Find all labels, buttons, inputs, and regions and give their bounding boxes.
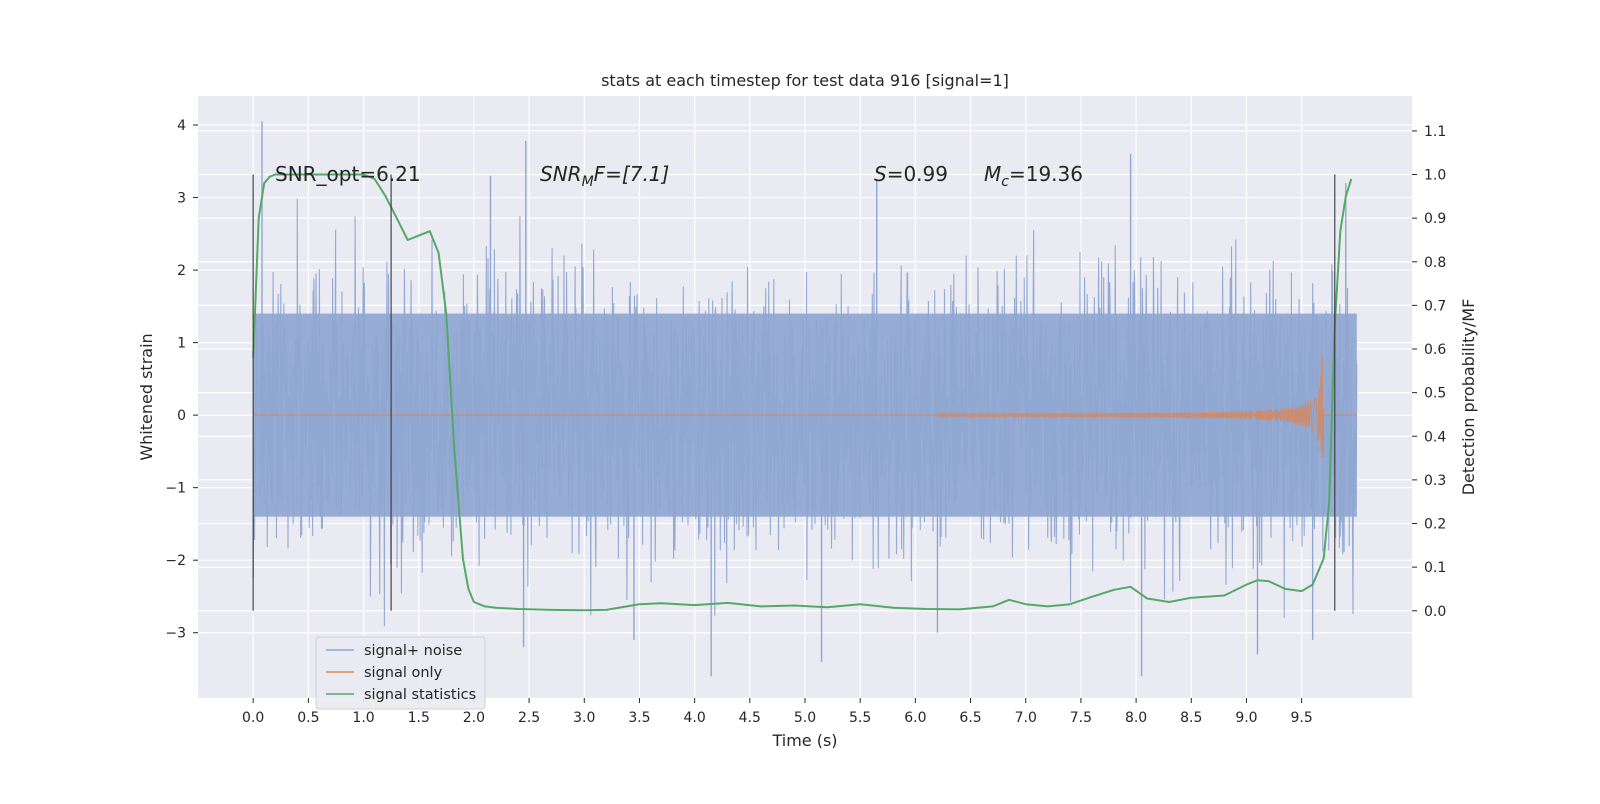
y-right-tick-labels: 1.1 1.0 0.9 0.8 0.7 0.6 0.5 0.4 0.3 0.2 0.1 0.0 xyxy=(1412,124,1446,620)
mc-value: =19.36 xyxy=(1009,162,1083,186)
annotation-mc: Mc=19.36 xyxy=(984,162,1083,190)
x-tick-label: 6.0 xyxy=(904,710,926,726)
y-right-tick-label: 0.6 xyxy=(1424,342,1446,358)
signal-statistics-line xyxy=(252,173,1353,612)
y-left-tick-labels: 4 3 2 1 0 −1 −2 −3 xyxy=(165,118,198,642)
signal-noise-trace xyxy=(252,198,1358,627)
legend: signal+ noise signal only signal statist… xyxy=(315,636,486,710)
chart-title: stats at each timestep for test data 916… xyxy=(601,71,1009,90)
y-axis-left-label: Whitened strain xyxy=(137,333,156,460)
y-right-tick-label: 0.8 xyxy=(1424,255,1446,271)
y-right-tick-label: 0.7 xyxy=(1424,298,1446,314)
s-symbol: S xyxy=(874,162,887,186)
legend-label-signal-only: signal only xyxy=(364,665,443,681)
x-tick-label: 7.5 xyxy=(1070,710,1092,726)
x-tick-label: 6.5 xyxy=(959,710,981,726)
y-right-tick-label: 0.3 xyxy=(1424,473,1446,489)
snr-mf-base: SNR xyxy=(540,162,582,186)
y-right-tick-label: 0.9 xyxy=(1424,211,1446,227)
mc-symbol: M xyxy=(984,162,1001,186)
y-left-tick-label: −3 xyxy=(165,626,186,642)
y-left-tick-label: −1 xyxy=(165,481,186,497)
signal-only-chirp xyxy=(936,356,1325,458)
s-value: =0.99 xyxy=(887,162,948,186)
snr-mf-sub: M xyxy=(582,174,594,190)
x-tick-label: 0.5 xyxy=(297,710,319,726)
y-right-tick-label: 0.1 xyxy=(1424,560,1446,576)
y-left-tick-label: 1 xyxy=(177,336,186,352)
y-left-tick-label: −2 xyxy=(165,553,186,569)
y-right-tick-label: 1.1 xyxy=(1424,124,1446,140)
x-tick-label: 7.0 xyxy=(1015,710,1037,726)
x-tick-label: 2.0 xyxy=(463,710,485,726)
x-tick-label: 8.0 xyxy=(1125,710,1147,726)
y-axis-right-label: Detection probability/MF xyxy=(1459,299,1478,496)
snr-mf-rest: F=[7.1] xyxy=(594,162,670,186)
x-tick-label: 1.5 xyxy=(408,710,430,726)
signal-only-series xyxy=(253,356,1357,458)
x-tick-label: 3.5 xyxy=(628,710,650,726)
annotation-snr-opt: SNR_opt=6.21 xyxy=(275,162,421,186)
legend-label-signal-statistics: signal statistics xyxy=(364,687,476,703)
y-left-tick-label: 0 xyxy=(177,408,186,424)
x-tick-label: 4.0 xyxy=(684,710,706,726)
y-left-tick-label: 2 xyxy=(177,263,186,279)
x-axis-label: Time (s) xyxy=(771,731,837,750)
vertical-markers xyxy=(252,174,1336,611)
legend-label-signal-noise: signal+ noise xyxy=(364,643,462,659)
x-tick-label: 1.0 xyxy=(352,710,374,726)
y-right-tick-label: 0.4 xyxy=(1424,429,1446,445)
x-tick-label: 0.0 xyxy=(242,710,264,726)
x-tick-label: 9.0 xyxy=(1235,710,1257,726)
y-left-tick-label: 4 xyxy=(177,118,186,134)
x-tick-labels: 0.0 0.5 1.0 1.5 2.0 2.5 3.0 3.5 4.0 4.5 5.0 5.5 6.0 6… xyxy=(242,698,1313,726)
mc-sub: c xyxy=(1001,174,1009,190)
y-right-tick-label: 1.0 xyxy=(1424,168,1446,184)
annotation-snr-mf: SNRMF=[7.1] xyxy=(540,162,669,190)
x-tick-label: 2.5 xyxy=(518,710,540,726)
signal-statistics-series xyxy=(252,173,1353,612)
legend-box xyxy=(315,636,486,710)
x-tick-label: 8.5 xyxy=(1180,710,1202,726)
y-right-tick-label: 0.2 xyxy=(1424,517,1446,533)
x-tick-label: 9.5 xyxy=(1291,710,1313,726)
y-right-tick-label: 0.0 xyxy=(1424,604,1446,620)
y-right-tick-label: 0.5 xyxy=(1424,386,1446,402)
x-tick-label: 4.5 xyxy=(739,710,761,726)
x-tick-label: 3.0 xyxy=(573,710,595,726)
y-left-tick-label: 3 xyxy=(177,191,186,207)
annotation-s: S=0.99 xyxy=(874,162,948,186)
x-tick-label: 5.5 xyxy=(849,710,871,726)
x-tick-label: 5.0 xyxy=(794,710,816,726)
